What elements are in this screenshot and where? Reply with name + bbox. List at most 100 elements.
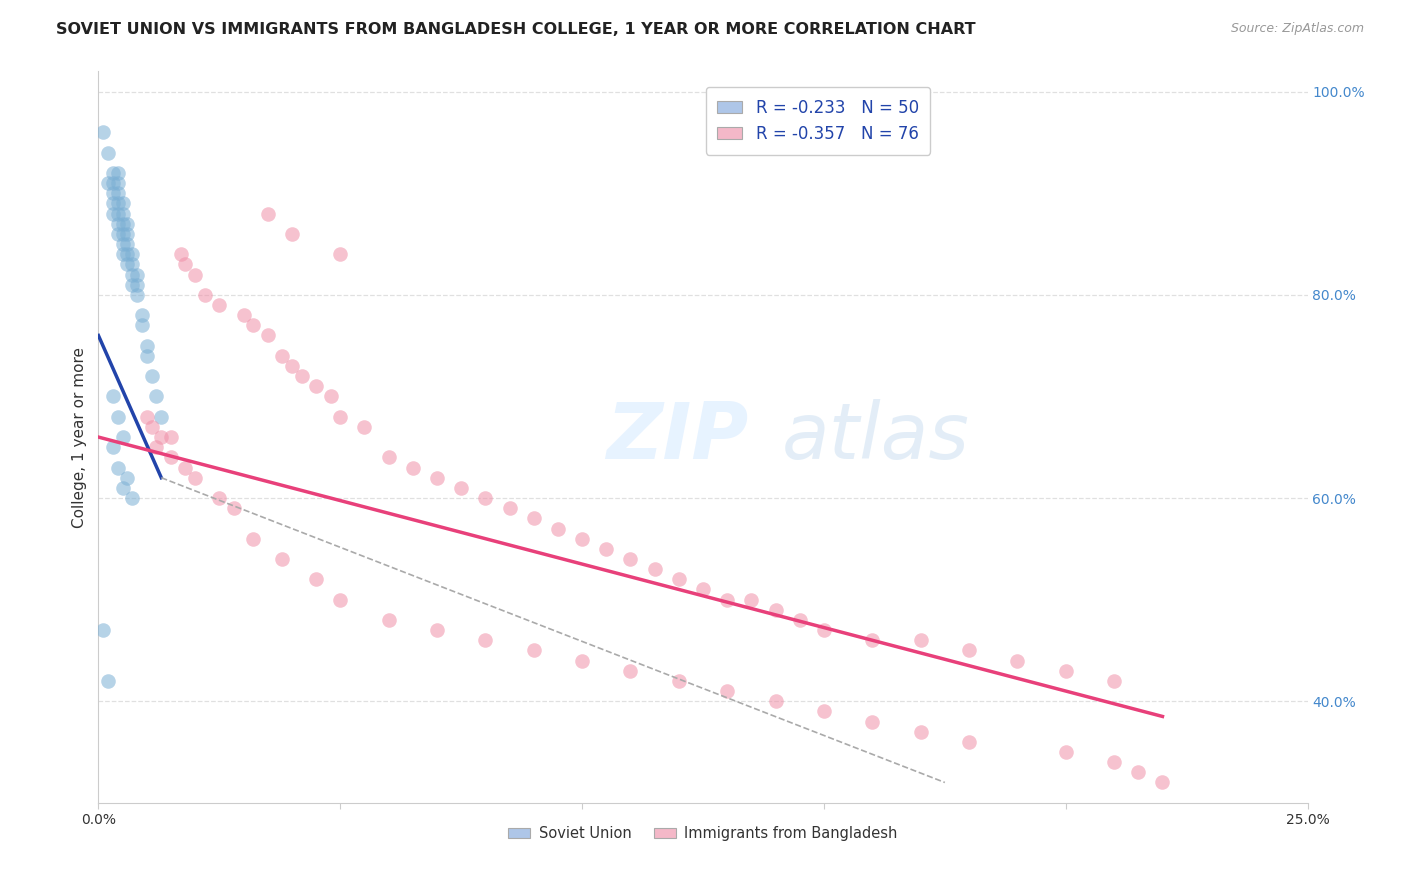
Point <box>595 541 617 556</box>
Point <box>101 196 124 211</box>
Point <box>222 501 245 516</box>
Point <box>101 389 124 403</box>
Point <box>740 592 762 607</box>
Point <box>135 349 157 363</box>
Point <box>329 592 352 607</box>
Point <box>91 125 114 139</box>
Point <box>813 704 835 718</box>
Point <box>117 227 139 241</box>
Point <box>305 572 328 586</box>
Y-axis label: College, 1 year or more: College, 1 year or more <box>72 347 87 527</box>
Point <box>1054 664 1077 678</box>
Point <box>117 257 139 271</box>
Point <box>692 582 714 597</box>
Point <box>117 237 139 252</box>
Point <box>127 277 149 292</box>
Point <box>765 603 787 617</box>
Point <box>131 308 153 322</box>
Point <box>107 176 129 190</box>
Point <box>319 389 342 403</box>
Point <box>107 186 129 201</box>
Point <box>107 227 129 241</box>
Point <box>571 654 593 668</box>
Point <box>101 186 124 201</box>
Point <box>174 460 197 475</box>
Point <box>174 257 197 271</box>
Point <box>1007 654 1029 668</box>
Point <box>107 166 129 180</box>
Point <box>329 409 352 424</box>
Point <box>111 206 134 220</box>
Text: Source: ZipAtlas.com: Source: ZipAtlas.com <box>1230 22 1364 36</box>
Point <box>111 196 134 211</box>
Point <box>194 288 217 302</box>
Point <box>1102 673 1125 688</box>
Point <box>184 471 207 485</box>
Point <box>498 501 520 516</box>
Point <box>184 268 207 282</box>
Point <box>208 298 231 312</box>
Point <box>121 247 143 261</box>
Point <box>145 389 167 403</box>
Point <box>111 227 134 241</box>
Point <box>668 673 690 688</box>
Text: SOVIET UNION VS IMMIGRANTS FROM BANGLADESH COLLEGE, 1 YEAR OR MORE CORRELATION C: SOVIET UNION VS IMMIGRANTS FROM BANGLADE… <box>56 22 976 37</box>
Point <box>111 430 134 444</box>
Text: atlas: atlas <box>782 399 970 475</box>
Point <box>329 247 352 261</box>
Point <box>813 623 835 637</box>
Point <box>101 176 124 190</box>
Point <box>789 613 811 627</box>
Point <box>281 227 304 241</box>
Point <box>150 409 173 424</box>
Point <box>111 217 134 231</box>
Point <box>271 349 294 363</box>
Point <box>377 450 399 465</box>
Point <box>716 684 738 698</box>
Point <box>242 532 264 546</box>
Point <box>1054 745 1077 759</box>
Point <box>107 217 129 231</box>
Text: ZIP: ZIP <box>606 399 748 475</box>
Point <box>107 460 129 475</box>
Point <box>131 318 153 333</box>
Point <box>117 217 139 231</box>
Legend: Soviet Union, Immigrants from Bangladesh: Soviet Union, Immigrants from Bangladesh <box>502 820 904 847</box>
Point <box>619 664 641 678</box>
Point <box>121 257 143 271</box>
Point <box>256 328 278 343</box>
Point <box>208 491 231 505</box>
Point <box>101 166 124 180</box>
Point <box>353 420 375 434</box>
Point <box>111 237 134 252</box>
Point <box>619 552 641 566</box>
Point <box>160 430 183 444</box>
Point <box>160 450 183 465</box>
Point <box>150 430 173 444</box>
Point <box>450 481 472 495</box>
Point <box>474 633 496 648</box>
Point <box>97 145 120 160</box>
Point <box>107 206 129 220</box>
Point <box>716 592 738 607</box>
Point <box>474 491 496 505</box>
Point <box>121 491 143 505</box>
Point <box>281 359 304 373</box>
Point <box>127 268 149 282</box>
Point <box>141 369 163 384</box>
Point <box>107 196 129 211</box>
Point <box>117 247 139 261</box>
Point <box>377 613 399 627</box>
Point <box>957 735 980 749</box>
Point <box>111 247 134 261</box>
Point <box>141 420 163 434</box>
Point <box>271 552 294 566</box>
Point <box>242 318 264 333</box>
Point <box>571 532 593 546</box>
Point <box>426 471 449 485</box>
Point <box>135 338 157 352</box>
Point <box>127 288 149 302</box>
Point <box>111 481 134 495</box>
Point <box>91 623 114 637</box>
Point <box>101 440 124 454</box>
